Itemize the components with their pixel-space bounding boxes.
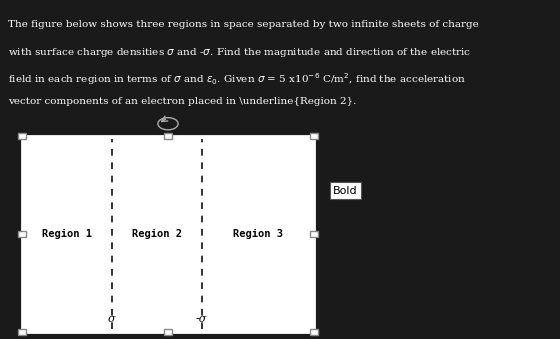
Bar	[18, 329, 26, 335]
Bar	[164, 133, 172, 139]
FancyBboxPatch shape	[22, 136, 314, 332]
Bar	[310, 329, 318, 335]
Bar	[310, 231, 318, 237]
Text: Region 3: Region 3	[232, 229, 283, 239]
Text: Bold: Bold	[333, 186, 358, 196]
Text: -σ: -σ	[196, 314, 207, 324]
Bar	[310, 133, 318, 139]
Text: field in each region in terms of $\sigma$ and $\varepsilon_0$. Given $\sigma$ = : field in each region in terms of $\sigma…	[8, 71, 466, 87]
Text: The figure below shows three regions in space separated by two infinite sheets o: The figure below shows three regions in …	[8, 20, 479, 29]
Text: Region 1: Region 1	[42, 229, 92, 239]
Bar	[18, 231, 26, 237]
Bar	[164, 329, 172, 335]
Text: with surface charge densities $\sigma$ and -$\sigma$. Find the magnitude and dir: with surface charge densities $\sigma$ a…	[8, 46, 472, 59]
Bar	[18, 133, 26, 139]
Text: Region 2: Region 2	[132, 229, 182, 239]
Text: vector components of an electron placed in \underline{Region 2}.: vector components of an electron placed …	[8, 97, 357, 106]
Text: σ: σ	[108, 314, 116, 324]
